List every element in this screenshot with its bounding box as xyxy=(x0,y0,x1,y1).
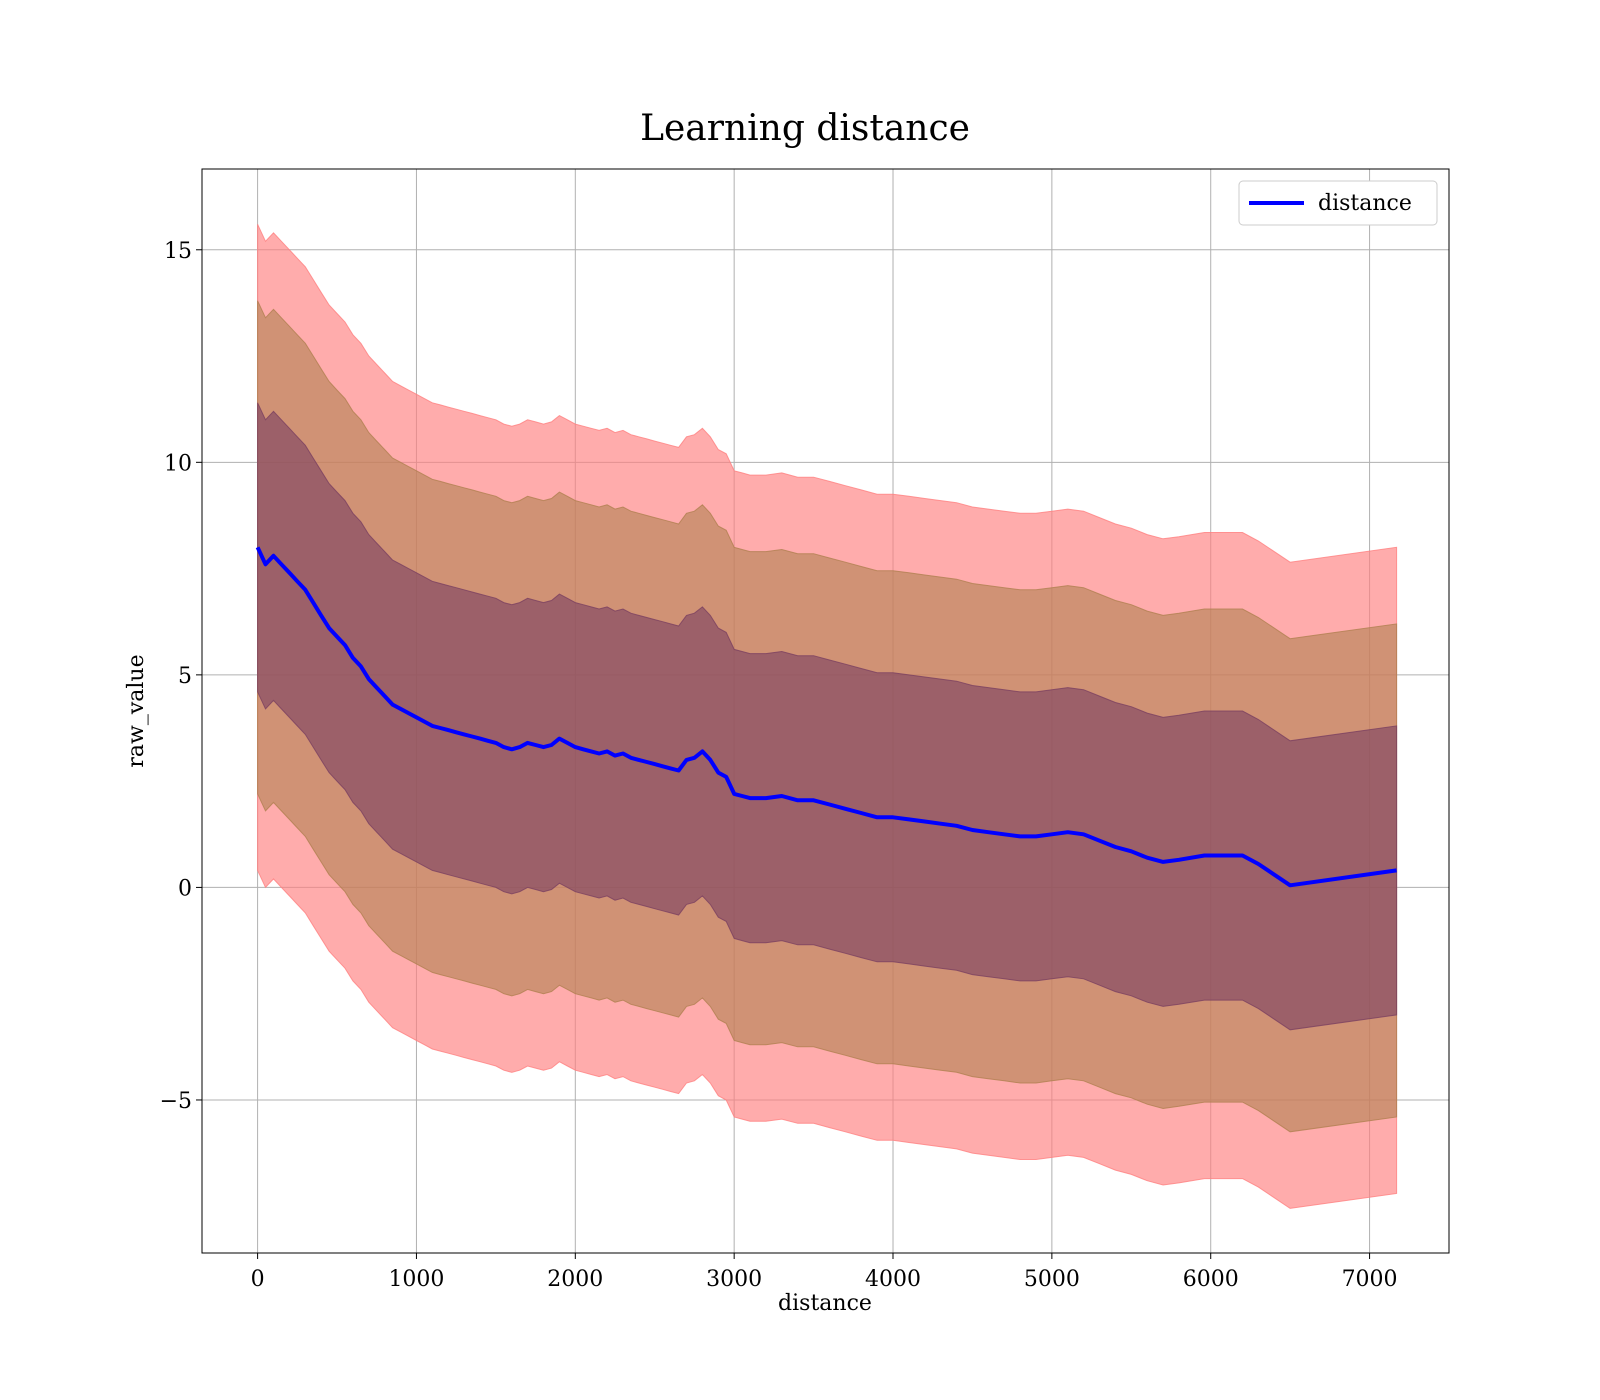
x-tick-label: 0 xyxy=(251,1267,265,1292)
y-axis-ticks: −5 0 5 10 15 xyxy=(160,239,202,1114)
y-tick-label: 15 xyxy=(164,239,192,264)
x-tick-label: 7000 xyxy=(1342,1267,1398,1292)
x-tick-label: 3000 xyxy=(706,1267,762,1292)
confidence-bands xyxy=(257,224,1398,1209)
x-axis-ticks: 0 1000 2000 3000 4000 5000 6000 7000 xyxy=(251,1253,1398,1292)
y-tick-label: 10 xyxy=(164,451,192,476)
x-tick-label: 1000 xyxy=(388,1267,444,1292)
y-tick-label: 5 xyxy=(178,664,192,689)
y-tick-label: 0 xyxy=(178,876,192,901)
x-tick-label: 4000 xyxy=(865,1267,921,1292)
legend: distance xyxy=(1238,180,1438,226)
x-tick-label: 5000 xyxy=(1024,1267,1080,1292)
y-tick-label: −5 xyxy=(160,1089,192,1114)
x-tick-label: 6000 xyxy=(1183,1267,1239,1292)
legend-box xyxy=(1238,180,1438,226)
y-axis-label: raw_value xyxy=(124,654,149,767)
legend-label-distance: distance xyxy=(1318,191,1412,216)
plot-frame xyxy=(201,168,1450,1254)
x-axis-label: distance xyxy=(778,1291,872,1316)
x-tick-label: 2000 xyxy=(547,1267,603,1292)
band-inner xyxy=(257,402,1398,1031)
series-lines xyxy=(255,546,1397,888)
series-line-distance xyxy=(255,546,1397,888)
chart-title: Learning distance xyxy=(640,108,970,149)
